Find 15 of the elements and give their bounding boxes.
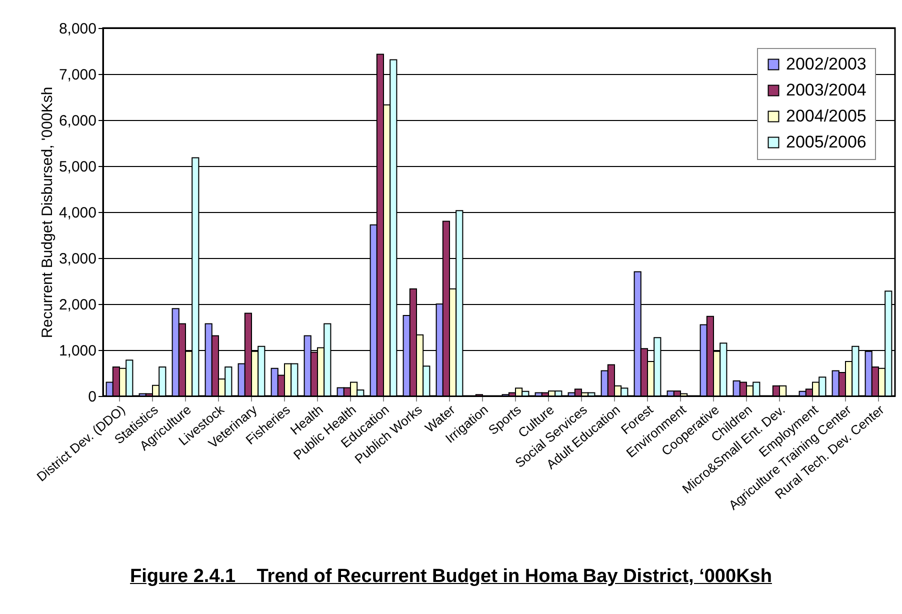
y-tick-label: 0 bbox=[88, 388, 96, 406]
y-tick-label: 4,000 bbox=[58, 204, 96, 222]
legend-label: 2002/2003 bbox=[786, 54, 866, 74]
y-tick-label: 7,000 bbox=[58, 66, 96, 84]
text: Figure 2.4.1 Trend of Recurrent Budget in Homa Bay District, ‘000Ksh bbox=[129, 566, 773, 588]
legend-label: 2003/2004 bbox=[786, 80, 866, 100]
y-tick-label: 3,000 bbox=[58, 250, 96, 268]
y-tick-label: 6,000 bbox=[58, 112, 96, 130]
y-tick-label: 2,000 bbox=[58, 296, 96, 314]
legend-label: 2005/2006 bbox=[786, 132, 866, 152]
y-tick-label: 5,000 bbox=[58, 158, 96, 176]
y-tick-label: 8,000 bbox=[58, 20, 96, 38]
y-tick-label: 1,000 bbox=[58, 342, 96, 360]
legend-label: 2004/2005 bbox=[786, 106, 866, 126]
y-axis-title: Recurrent Budget Disbursed, '000Ksh bbox=[38, 86, 56, 338]
